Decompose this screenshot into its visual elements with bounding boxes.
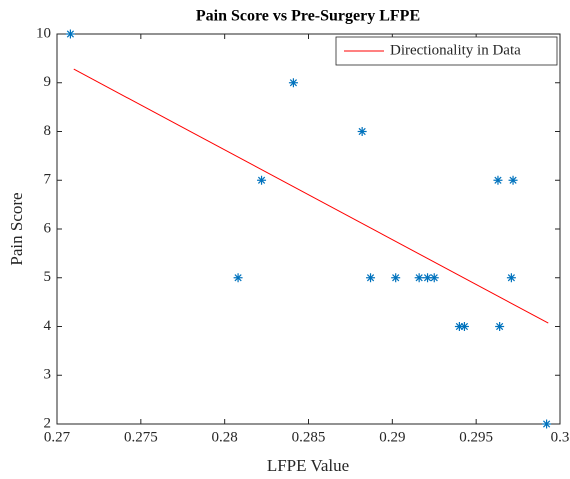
point-stroke xyxy=(392,274,400,282)
x-tick-label: 0.295 xyxy=(459,429,493,445)
y-tick-label: 2 xyxy=(44,415,52,431)
x-tick-label: 0.28 xyxy=(212,429,238,445)
point-stroke xyxy=(509,176,517,184)
point xyxy=(357,127,367,136)
x-tick-label: 0.27 xyxy=(44,429,71,445)
point-stroke xyxy=(66,30,75,38)
point xyxy=(233,273,243,283)
plot-frame xyxy=(56,33,561,425)
point xyxy=(459,322,469,331)
point-stroke xyxy=(542,420,551,428)
point xyxy=(429,273,439,283)
x-tick-label: 0.3 xyxy=(551,429,570,445)
x-tick-label: 0.285 xyxy=(292,429,326,445)
point-stroke xyxy=(423,274,432,282)
point-stroke xyxy=(494,176,502,184)
point xyxy=(542,419,552,429)
point xyxy=(493,175,503,185)
y-tick-label: 6 xyxy=(44,220,52,236)
point-stroke xyxy=(460,322,469,331)
point-stroke xyxy=(496,322,504,331)
point xyxy=(65,29,75,39)
y-tick-label: 8 xyxy=(44,123,52,139)
y-tick-label: 9 xyxy=(44,74,52,90)
point-stroke xyxy=(415,274,423,282)
x-tick-label: 0.275 xyxy=(124,429,158,445)
x-axis-label: LFPE Value xyxy=(267,456,349,475)
point xyxy=(257,175,267,185)
x-tick-label: 0.29 xyxy=(379,429,405,445)
fit-line xyxy=(73,68,549,324)
point-stroke xyxy=(430,274,438,282)
point xyxy=(288,78,298,88)
y-tick-label: 10 xyxy=(36,25,51,41)
point xyxy=(508,175,518,185)
point xyxy=(414,273,424,283)
chart-title: Pain Score vs Pre-Surgery LFPE xyxy=(196,8,420,25)
point-stroke xyxy=(234,274,242,282)
point xyxy=(391,273,401,283)
point-stroke xyxy=(289,79,298,87)
point-stroke xyxy=(358,127,366,136)
y-axis-label: Pain Score xyxy=(7,192,26,265)
point xyxy=(495,322,505,331)
y-tick-label: 4 xyxy=(44,318,52,334)
y-tick-label: 3 xyxy=(44,367,52,383)
legend-label: Directionality in Data xyxy=(390,42,521,58)
y-tick-label: 7 xyxy=(44,172,52,188)
y-tick-label: 5 xyxy=(44,269,52,285)
point xyxy=(366,273,376,283)
point xyxy=(506,273,516,283)
point-stroke xyxy=(507,274,515,282)
point-stroke xyxy=(366,274,375,282)
point-stroke xyxy=(257,176,266,184)
